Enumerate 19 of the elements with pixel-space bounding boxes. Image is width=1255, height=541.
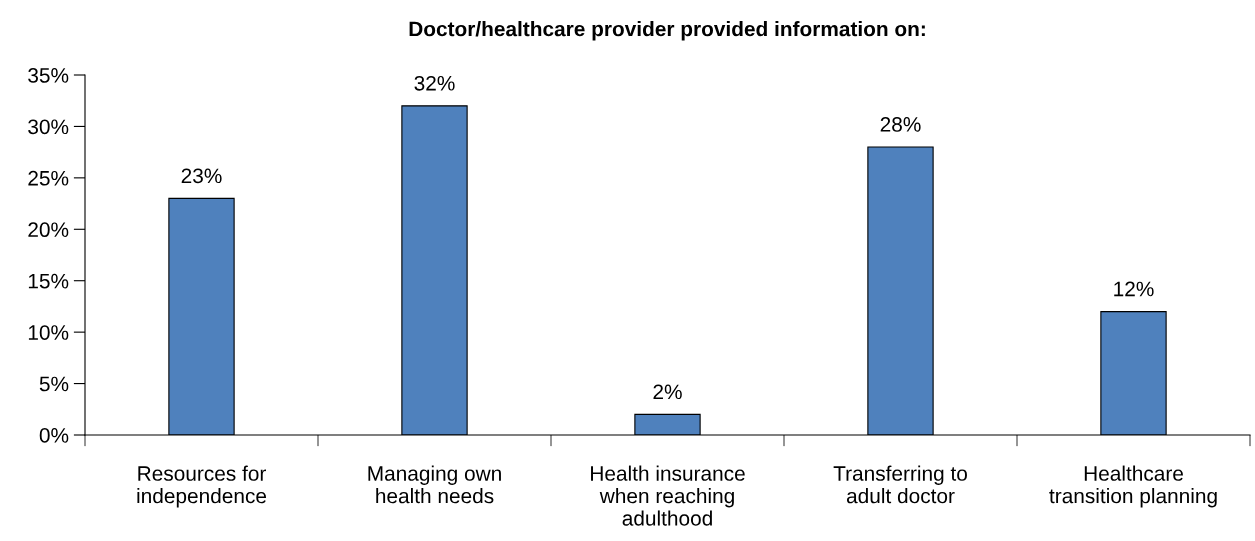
x-tick-label: Resources for independence bbox=[137, 465, 267, 508]
data-label: 28% bbox=[880, 117, 921, 132]
data-label: 32% bbox=[414, 75, 455, 91]
y-tick-label: 5% bbox=[39, 376, 69, 392]
y-tick-label: 35% bbox=[28, 68, 69, 83]
y-tick-label: 15% bbox=[28, 273, 69, 289]
chart-title: Doctor/healthcare provider provided information on: bbox=[409, 21, 925, 41]
x-tick-label: Managing own health needs bbox=[368, 465, 501, 504]
y-tick-label: 0% bbox=[39, 428, 69, 443]
data-label: 23% bbox=[181, 168, 222, 184]
x-tick-label: Healthcare transition planning bbox=[1049, 465, 1217, 508]
y-tick-label: 25% bbox=[28, 170, 69, 186]
x-tick-label: Health insurance when reaching adulthood bbox=[591, 465, 745, 526]
x-tick-label: Transferring to adult doctor bbox=[833, 465, 967, 504]
y-tick-label: 20% bbox=[28, 222, 69, 238]
data-label: 12% bbox=[1114, 281, 1154, 297]
y-tick-label: 10% bbox=[28, 325, 69, 340]
data-label: 2% bbox=[653, 384, 682, 400]
y-tick-label: 30% bbox=[28, 119, 69, 135]
